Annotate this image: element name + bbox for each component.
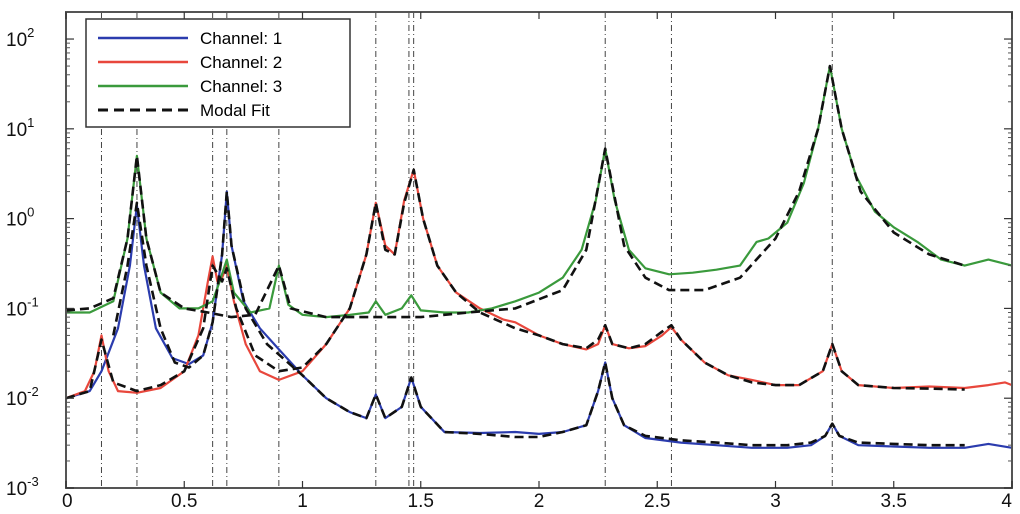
y-tick-base: 10 [6, 479, 27, 500]
x-tick-label: 2.5 [644, 491, 670, 512]
x-tick-label: 0 [62, 491, 73, 512]
y-tick-label: 10-1 [6, 294, 39, 320]
series-line-5 [112, 190, 965, 447]
y-tick-label: 101 [6, 115, 34, 141]
y-tick-exponent: -1 [27, 294, 39, 309]
legend: Channel: 1 Channel: 2 Channel: 3 Modal Fit [85, 18, 351, 128]
x-tick-label: 3 [770, 491, 781, 512]
legend-label: Channel: 1 [200, 29, 282, 48]
y-tick-label: 10-3 [6, 474, 39, 500]
y-tick-label: 102 [6, 25, 34, 51]
y-tick-base: 10 [6, 120, 27, 141]
y-tick-base: 10 [6, 210, 27, 231]
y-tick-base: 10 [6, 299, 27, 320]
y-tick-exponent: -2 [27, 384, 39, 399]
y-tick-base: 10 [6, 389, 27, 410]
y-tick-exponent: 1 [27, 115, 34, 130]
x-tick-label: 0.5 [171, 491, 197, 512]
series-line-4 [65, 64, 966, 319]
y-tick-exponent: 0 [27, 205, 34, 220]
series-line-3 [65, 168, 965, 400]
y-tick-exponent: -3 [27, 474, 39, 489]
x-tick-label: 1 [297, 491, 308, 512]
x-tick-label: 1.5 [408, 491, 434, 512]
legend-label: Channel: 3 [200, 77, 282, 96]
x-axis: 0 0.5 1 1.5 2 2.5 3 3.5 4 [62, 12, 1013, 512]
series-layer [65, 64, 1013, 449]
y-tick-label: 10-2 [6, 384, 39, 410]
x-tick-label: 2 [534, 491, 545, 512]
y-tick-exponent: 2 [27, 25, 34, 40]
x-tick-label: 3.5 [881, 491, 907, 512]
x-tick-label: 4 [1001, 491, 1012, 512]
legend-label: Channel: 2 [200, 53, 282, 72]
y-tick-label: 100 [6, 205, 34, 231]
legend-label: Modal Fit [200, 101, 270, 120]
series-line-2 [66, 65, 1013, 319]
y-tick-base: 10 [6, 30, 27, 51]
